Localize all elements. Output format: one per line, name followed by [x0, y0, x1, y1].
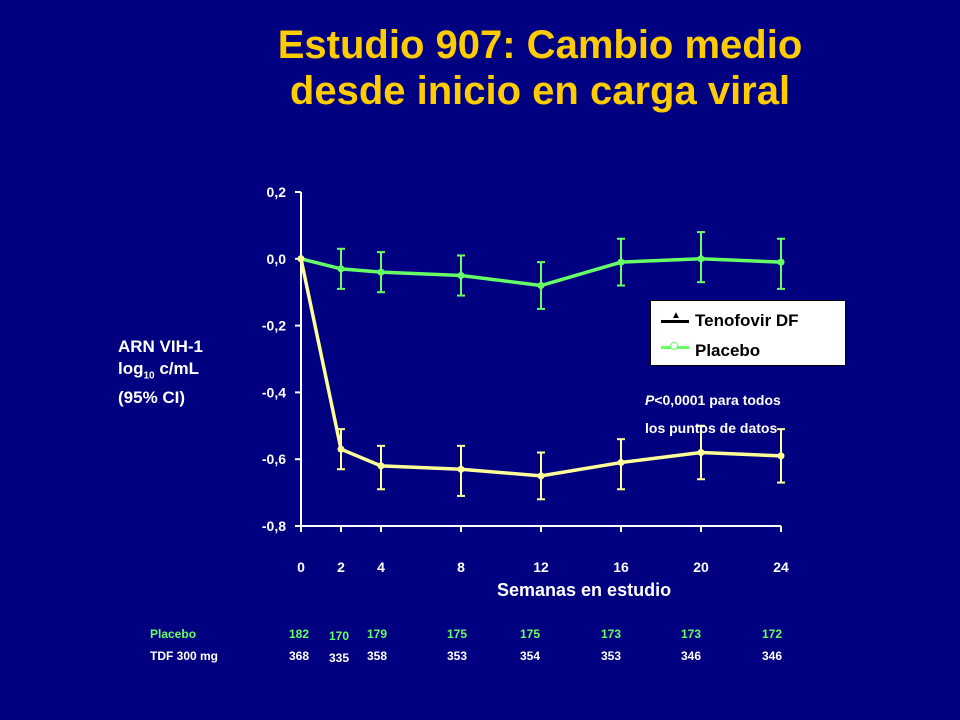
count-cell: 182: [288, 627, 310, 641]
data-point: [697, 255, 705, 263]
legend-item-placebo: Placebo: [651, 335, 845, 360]
data-point: [457, 272, 465, 279]
y-axis-label-line-1: ARN VIH-1: [118, 337, 204, 356]
count-cell: 173: [600, 627, 622, 641]
x-tick-label: 16: [613, 559, 629, 575]
count-cell: 358: [366, 649, 388, 663]
data-point: [377, 462, 385, 470]
count-cell: 346: [680, 649, 702, 663]
title-line-1: Estudio 907: Cambio medio: [277, 23, 803, 67]
data-point: [617, 459, 625, 467]
series-line: [300, 257, 782, 288]
y-tick-label: 0,0: [267, 251, 287, 267]
chart-axes: [295, 191, 782, 532]
chart-legend: ▲ Tenofovir DF Placebo: [650, 300, 846, 366]
data-point: [537, 282, 545, 290]
count-cell: 173: [680, 627, 702, 641]
triangle-icon: ▲: [671, 310, 681, 321]
data-point: [377, 268, 385, 276]
data-point: [297, 255, 305, 263]
y-axis-label-line-3: (95% CI): [118, 388, 186, 408]
count-cell: 175: [446, 627, 468, 641]
data-point: [337, 265, 345, 273]
p-value-note: P<0,0001 para todos los puntos de datos: [645, 386, 845, 442]
count-cell: 175: [519, 627, 541, 641]
counts-label-placebo: Placebo: [150, 627, 197, 641]
y-axis-label-sub: 10: [143, 370, 155, 382]
legend-item-tdf: ▲ Tenofovir DF: [651, 309, 845, 333]
data-point: [777, 452, 785, 460]
count-cell: 354: [519, 649, 541, 663]
y-tick-label: -0,2: [262, 318, 286, 334]
p-value-symbol: P: [645, 392, 655, 408]
count-cell: 335: [328, 651, 350, 665]
p-value-line-1: P<0,0001 para todos: [645, 386, 845, 414]
count-cell: 346: [761, 649, 783, 663]
count-cell: 353: [600, 649, 622, 663]
x-tick-label: 4: [377, 559, 385, 575]
legend-label-tdf: Tenofovir DF: [695, 311, 799, 330]
p-value-text: <0,0001 para todos: [654, 392, 781, 408]
tick-labels: 0,20,0-0,2-0,4-0,6-0,80 2 4 8 12 16 20 24: [262, 184, 789, 575]
series-line: [299, 258, 782, 478]
title-line-2: desde inicio en carga viral: [289, 69, 791, 113]
y-tick-label: -0,4: [262, 384, 286, 400]
x-tick-label: 2: [337, 559, 345, 575]
legend-label-placebo: Placebo: [695, 341, 761, 360]
x-tick-label: 12: [533, 559, 549, 575]
x-tick-label: 24: [773, 559, 789, 575]
x-tick-label: 0: [297, 559, 305, 575]
count-cell: 179: [366, 627, 388, 641]
count-cell: 368: [288, 649, 310, 663]
data-point: [617, 258, 625, 266]
x-tick-label: 8: [457, 559, 465, 575]
data-point: [537, 472, 545, 480]
count-cell: 353: [446, 649, 468, 663]
count-cell: 172: [761, 627, 783, 641]
circle-icon: [670, 342, 678, 350]
data-point: [457, 465, 465, 473]
y-axis-label-unit: c/mL: [154, 359, 200, 378]
y-tick-label: -0,6: [262, 451, 286, 467]
data-point: [777, 258, 785, 266]
page-title: Estudio 907: Cambio medio desde inicio e…: [0, 22, 960, 114]
y-tick-label: -0,8: [262, 518, 286, 534]
series-tenofovir-df: [297, 255, 785, 501]
series-placebo: [297, 231, 785, 310]
p-value-line-2: los puntos de datos: [645, 420, 778, 436]
y-axis-label-line-2: log10 c/mL: [118, 358, 203, 387]
x-tick-label: 20: [693, 559, 709, 575]
data-point: [337, 445, 345, 453]
y-tick-label: 0,2: [267, 184, 287, 200]
y-axis-label: ARN VIH-1 log10 c/mL (95% CI): [118, 336, 203, 409]
chart-series: [297, 231, 785, 501]
counts-label-tdf: TDF 300 mg: [150, 649, 219, 663]
data-point: [697, 449, 705, 457]
count-cell: 170: [328, 629, 350, 643]
legend-line-tdf: [661, 320, 689, 323]
x-axis-label: Semanas en estudio: [497, 580, 672, 600]
y-axis-label-log: log: [118, 359, 144, 378]
